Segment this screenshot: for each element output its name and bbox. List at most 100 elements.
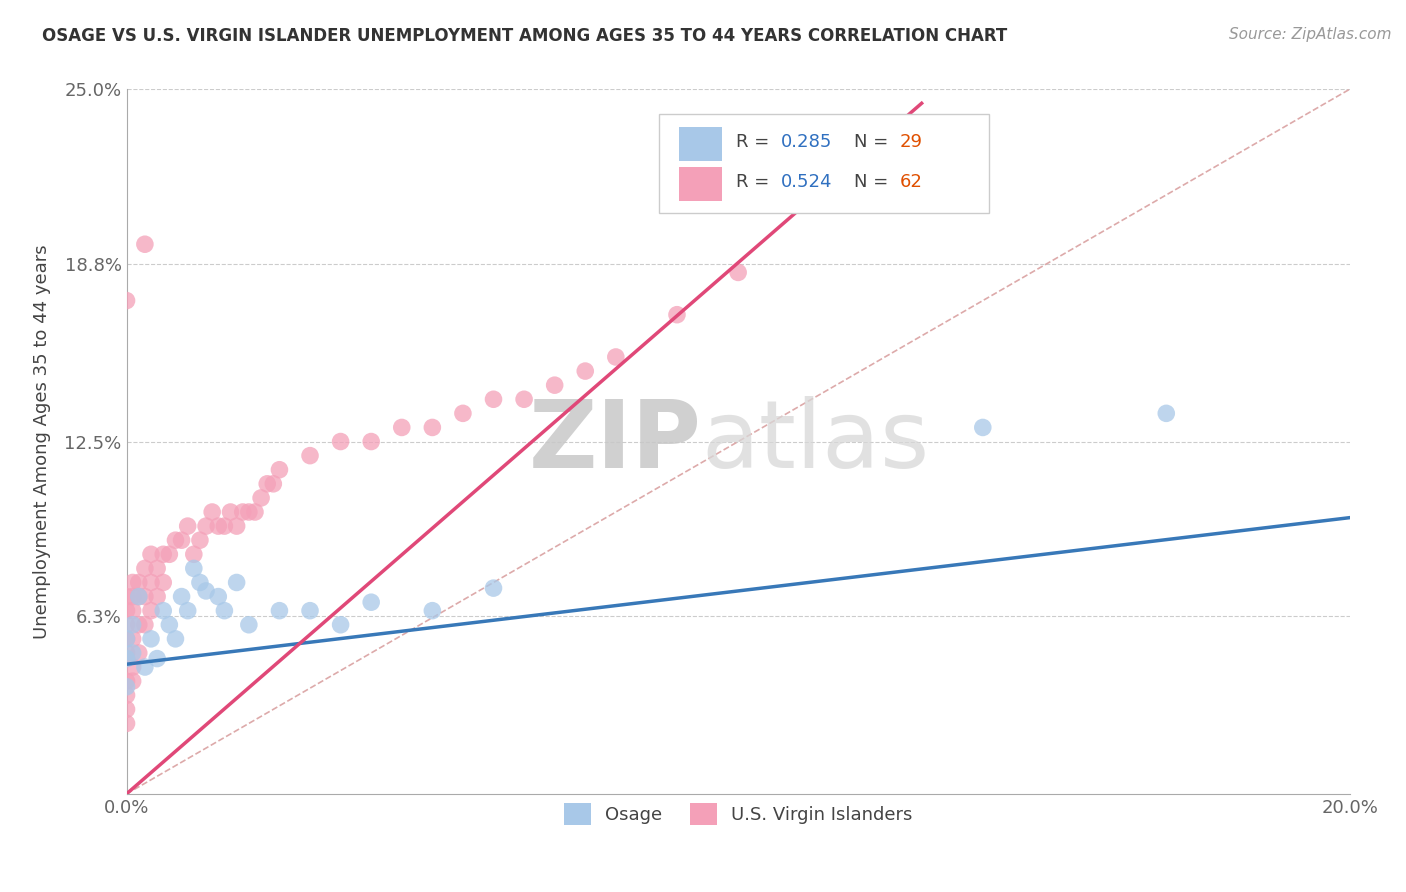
Point <box>128 575 150 590</box>
Point <box>121 590 143 604</box>
Point <box>482 392 505 407</box>
Point <box>256 476 278 491</box>
Point <box>243 505 266 519</box>
Point <box>201 505 224 519</box>
Point <box>422 420 444 434</box>
Point <box>482 581 505 595</box>
Point <box>115 590 138 604</box>
Point <box>121 632 143 646</box>
Text: OSAGE VS U.S. VIRGIN ISLANDER UNEMPLOYMENT AMONG AGES 35 TO 44 YEARS CORRELATION: OSAGE VS U.S. VIRGIN ISLANDER UNEMPLOYME… <box>42 27 1008 45</box>
Point <box>157 547 180 561</box>
Text: N =: N = <box>855 133 894 151</box>
Point <box>115 688 138 702</box>
Point <box>128 646 150 660</box>
Point <box>121 617 143 632</box>
Y-axis label: Unemployment Among Ages 35 to 44 years: Unemployment Among Ages 35 to 44 years <box>32 244 51 639</box>
Point <box>666 308 689 322</box>
Point <box>225 519 247 533</box>
Point <box>139 604 162 618</box>
Point <box>139 632 162 646</box>
Point <box>269 463 291 477</box>
Point <box>727 265 749 279</box>
Point <box>207 590 229 604</box>
Point <box>238 617 260 632</box>
Point <box>177 604 200 618</box>
Point <box>238 505 260 519</box>
Text: R =: R = <box>735 133 775 151</box>
Point <box>183 547 205 561</box>
Point <box>115 680 138 694</box>
Point <box>115 632 138 646</box>
Point <box>177 519 200 533</box>
Point <box>299 449 322 463</box>
Point <box>219 505 242 519</box>
Bar <box>679 167 723 201</box>
Point <box>360 595 382 609</box>
Point <box>134 660 156 674</box>
Text: R =: R = <box>735 173 775 191</box>
Point <box>121 575 143 590</box>
Point <box>115 632 138 646</box>
Point <box>299 604 322 618</box>
Point <box>188 533 211 548</box>
Point <box>134 561 156 575</box>
Point <box>139 547 162 561</box>
Point <box>121 674 143 689</box>
Text: 0.524: 0.524 <box>780 173 832 191</box>
Text: 0.285: 0.285 <box>780 133 832 151</box>
Point <box>214 519 236 533</box>
Point <box>139 575 162 590</box>
Legend: Osage, U.S. Virgin Islanders: Osage, U.S. Virgin Islanders <box>555 794 921 834</box>
Point <box>146 561 169 575</box>
Point <box>165 533 187 548</box>
Point <box>422 604 444 618</box>
Point <box>115 716 138 731</box>
Point <box>232 505 254 519</box>
Text: ZIP: ZIP <box>529 395 702 488</box>
Point <box>128 590 150 604</box>
Point <box>134 590 156 604</box>
Point <box>146 590 169 604</box>
Point <box>170 533 193 548</box>
FancyBboxPatch shape <box>658 114 988 212</box>
Point <box>121 604 143 618</box>
Point <box>157 617 180 632</box>
Bar <box>679 128 723 161</box>
Point <box>121 646 143 660</box>
Point <box>605 350 627 364</box>
Point <box>152 547 174 561</box>
Point <box>146 651 169 665</box>
Point <box>152 575 174 590</box>
Point <box>183 561 205 575</box>
Point <box>262 476 284 491</box>
Point <box>188 575 211 590</box>
Point <box>972 420 994 434</box>
Point <box>195 583 218 598</box>
Point <box>170 590 193 604</box>
Text: 62: 62 <box>900 173 922 191</box>
Point <box>128 617 150 632</box>
Point <box>329 434 352 449</box>
Text: atlas: atlas <box>702 395 929 488</box>
Point <box>269 604 291 618</box>
Point <box>329 617 352 632</box>
Point <box>115 293 138 308</box>
Point <box>207 519 229 533</box>
Text: Source: ZipAtlas.com: Source: ZipAtlas.com <box>1229 27 1392 42</box>
Point <box>115 651 138 665</box>
Point <box>115 651 138 665</box>
Point <box>115 617 138 632</box>
Point <box>574 364 596 378</box>
Point <box>134 617 156 632</box>
Point <box>451 406 474 420</box>
Text: N =: N = <box>855 173 894 191</box>
Point <box>115 702 138 716</box>
Point <box>115 674 138 689</box>
Point <box>214 604 236 618</box>
Point <box>391 420 413 434</box>
Point <box>225 575 247 590</box>
Point <box>543 378 565 392</box>
Point <box>360 434 382 449</box>
Point <box>513 392 536 407</box>
Point <box>134 237 156 252</box>
